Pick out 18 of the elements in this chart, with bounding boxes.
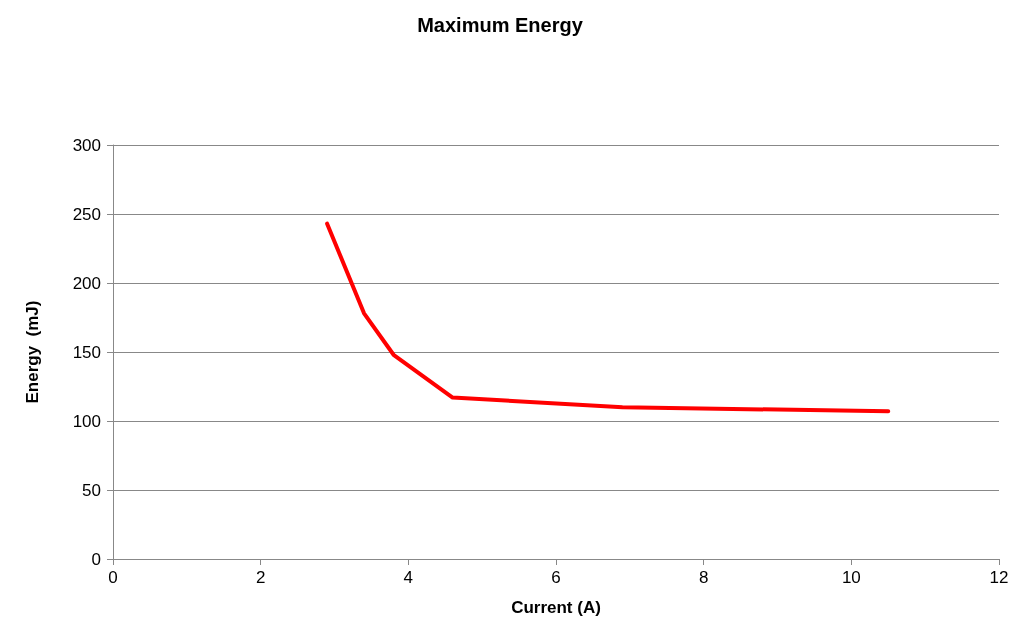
x-tick-label: 10 — [841, 568, 861, 587]
y-tick-label: 50 — [82, 480, 101, 500]
x-tick-label: 0 — [108, 568, 118, 587]
y-tick-label: 200 — [72, 273, 101, 293]
x-axis-title: Current (A) — [511, 598, 601, 617]
y-axis-title: Energy (mJ) — [23, 300, 42, 404]
y-tick-label: 250 — [72, 204, 101, 224]
x-tick-label: 2 — [255, 568, 266, 587]
x-tick-label: 6 — [551, 568, 561, 587]
y-tick-label: 0 — [91, 549, 101, 569]
x-tick-label: 12 — [989, 568, 1009, 587]
x-tick-label: 8 — [698, 568, 709, 587]
line-series — [325, 221, 891, 414]
x-tick-label: 4 — [403, 568, 414, 587]
y-tick-label: 150 — [72, 342, 101, 362]
chart-title: Maximum Energy — [417, 14, 584, 36]
y-tick-label: 100 — [72, 411, 101, 431]
y-tick-label: 300 — [72, 135, 101, 155]
